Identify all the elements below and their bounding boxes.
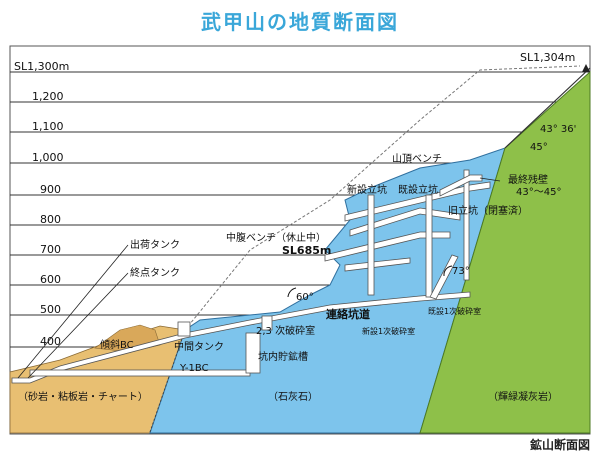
ship-tank-label: 出荷タンク bbox=[130, 238, 180, 251]
angle-73-arc bbox=[443, 265, 453, 277]
y1bc-label: Y-1BC bbox=[179, 363, 209, 374]
existing-shaft-label: 既設立坑 bbox=[398, 183, 438, 196]
old-shaft bbox=[463, 169, 470, 281]
angle-73-label: 73° bbox=[452, 266, 470, 277]
final-wall-angle: 43°～45° bbox=[516, 187, 561, 198]
leader-lines bbox=[17, 177, 501, 379]
crusher-existing-label: 既設1次破砕室 bbox=[428, 306, 481, 316]
angle-45-label: 45° bbox=[530, 142, 548, 153]
mid-bench-label: 中腹ベンチ（休止中） bbox=[226, 231, 326, 244]
connecting-tunnel-label: 連絡坑道 bbox=[326, 307, 370, 321]
final-wall-line bbox=[504, 67, 591, 149]
sl685-label: SL685m bbox=[282, 244, 331, 257]
angle-60-label: 60° bbox=[296, 292, 314, 303]
angle-60-arc bbox=[287, 287, 297, 298]
level-label: 500 bbox=[40, 303, 61, 316]
crusher-new-label: 新設1次破砕室 bbox=[362, 326, 415, 336]
level-label: SL1,300m bbox=[14, 60, 69, 73]
old-shaft-label: 旧立坑（閉塞済） bbox=[448, 204, 528, 217]
rock-label-limestone: （石灰石） bbox=[268, 390, 318, 403]
new-shaft-label: 新設立坑 bbox=[347, 183, 387, 196]
contact-line bbox=[149, 329, 186, 433]
summit-label: SL1,304m bbox=[520, 51, 575, 64]
angle-43-label: 43° 36' bbox=[540, 124, 576, 135]
sandstone-layer bbox=[9, 325, 186, 434]
level-label: 400 bbox=[40, 335, 61, 348]
storage-label: 坑内貯鉱槽 bbox=[258, 350, 308, 363]
existing-shaft bbox=[425, 194, 433, 298]
middle-tank bbox=[177, 321, 191, 337]
level-label: 600 bbox=[40, 273, 61, 286]
level-label: 900 bbox=[40, 183, 61, 196]
incline-label: 傾斜BC bbox=[100, 338, 134, 351]
summit-bench-label: 山頂ベンチ bbox=[392, 153, 442, 165]
summit-marker bbox=[582, 64, 590, 72]
caption: 鉱山断面図 bbox=[529, 438, 590, 452]
level-label: 700 bbox=[40, 243, 61, 256]
original-surface-line bbox=[184, 65, 581, 331]
level-label: 1,000 bbox=[32, 151, 64, 164]
level-label: 800 bbox=[40, 213, 61, 226]
end-tank-label: 終点タンク bbox=[130, 266, 180, 279]
diagram-title: 武甲山の地質断面図 bbox=[201, 10, 399, 34]
limestone-layer bbox=[149, 147, 506, 434]
new-shaft bbox=[367, 194, 375, 296]
storage-bin bbox=[245, 332, 261, 374]
rock-label-sandstone: （砂岩・粘板岩・チャート） bbox=[18, 390, 148, 403]
level-label: 1,200 bbox=[32, 90, 64, 103]
crusher-23-label: 2,3 次破砕室 bbox=[256, 324, 315, 337]
tunnel-network bbox=[11, 169, 491, 384]
final-wall-label: 最終残壁 bbox=[508, 173, 548, 186]
level-label: 1,100 bbox=[32, 120, 64, 133]
rock-label-tuff: （輝緑凝灰岩） bbox=[488, 390, 558, 403]
y1bc-conveyor bbox=[29, 369, 251, 377]
crusher-23 bbox=[261, 315, 273, 331]
mid-tank-label: 中間タンク bbox=[174, 340, 224, 353]
